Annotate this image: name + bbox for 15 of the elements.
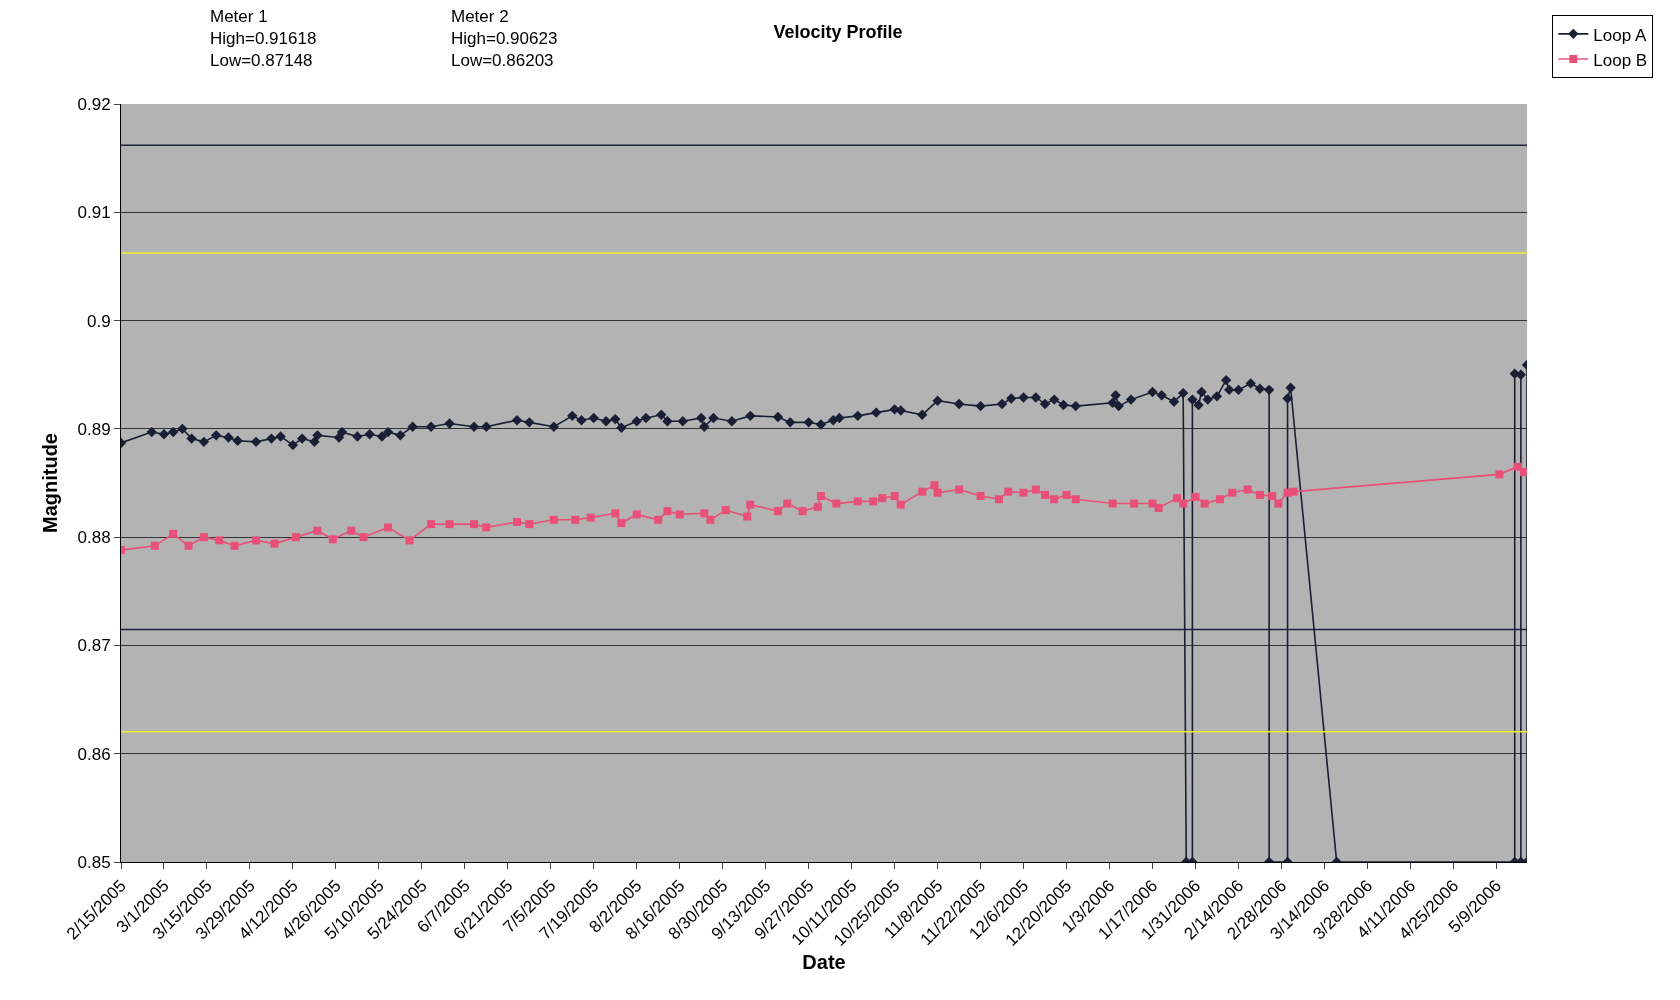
text: Meter 2 High=0.90623 Low=0.86203 [451, 7, 558, 71]
chart-title: Velocity Profile [773, 21, 903, 42]
y-tick-label: 0.92 [77, 94, 111, 114]
y-tick-label: 0.87 [77, 636, 111, 656]
y-tick-label: 0.88 [77, 528, 111, 548]
y-tick-label: 0.9 [86, 311, 111, 331]
y-axis-title: Magnitude [39, 433, 62, 533]
y-tick-label: 0.86 [77, 744, 111, 764]
legend-label: Loop B [1593, 50, 1648, 70]
legend-label: Loop A [1593, 25, 1647, 45]
text: Meter 1 High=0.91618 Low=0.87148 [210, 7, 317, 71]
y-tick-label: 0.85 [77, 852, 111, 872]
y-tick-label: 0.91 [77, 203, 111, 223]
y-tick-label: 0.89 [77, 419, 111, 439]
x-axis-title: Date [802, 951, 846, 974]
